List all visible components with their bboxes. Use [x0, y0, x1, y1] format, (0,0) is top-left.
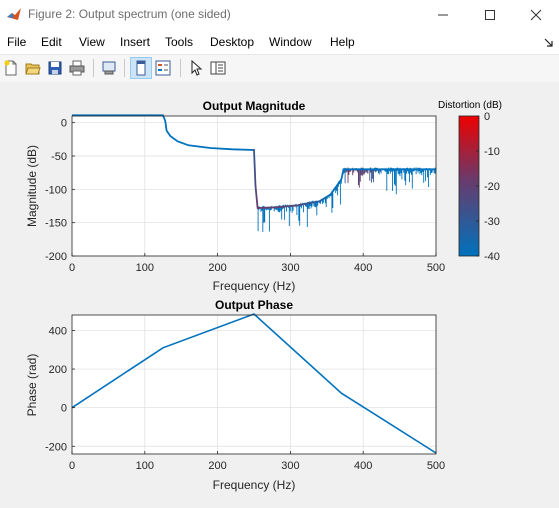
pointer-button[interactable] [186, 58, 206, 78]
property-editor-icon [210, 61, 226, 75]
phase-axes-box [71, 314, 437, 455]
new-figure-icon [4, 60, 17, 76]
minimize-icon [438, 14, 448, 16]
y-tick-label: -100 [45, 184, 67, 196]
x-tick-label: 0 [69, 460, 75, 472]
close-icon [530, 9, 542, 21]
y-tick-label: 0 [61, 118, 67, 130]
legend-button[interactable] [153, 58, 173, 78]
y-tick-label: -200 [45, 441, 67, 453]
x-tick-label: 100 [136, 262, 154, 274]
y-tick-label: -50 [51, 151, 67, 163]
phase-ylabel: Phase (rad) [25, 354, 39, 417]
undock-arrow-icon[interactable] [544, 38, 554, 48]
colorbar-tick-label: -40 [484, 251, 500, 263]
y-tick-label: 0 [61, 403, 67, 415]
phase-xlabel: Frequency (Hz) [213, 478, 296, 492]
legend-icon [155, 60, 171, 76]
property-editor-button[interactable] [208, 58, 228, 78]
dock-button[interactable] [130, 57, 152, 79]
title-bar: Figure 2: Output spectrum (one sided) [0, 0, 559, 30]
x-tick-label: 500 [427, 262, 445, 274]
print-preview-icon [102, 61, 116, 75]
open-file-icon [25, 63, 41, 75]
colorbar-tick-label: -20 [484, 181, 500, 193]
figure-canvas: 0 100 200 300 400 500 0-50-100-150-200 Output… [25, 99, 502, 492]
save-icon [48, 61, 62, 75]
phase-title: Output Phase [215, 298, 293, 312]
toolbar-separator [180, 59, 181, 77]
toolbar-separator [124, 59, 125, 77]
x-tick-label: 400 [354, 460, 372, 472]
save-button[interactable] [45, 58, 65, 78]
menu-window[interactable]: Window [269, 35, 312, 49]
x-tick-label: 200 [208, 460, 226, 472]
colorbar-ticks: 0 -10 -20 -30 -40 [476, 111, 500, 263]
magnitude-x-ticks: 0 100 200 300 400 500 [69, 253, 445, 274]
menu-edit[interactable]: Edit [41, 35, 62, 49]
print-icon [69, 60, 85, 76]
magnitude-axes-box [71, 115, 437, 257]
magnitude-xlabel: Frequency (Hz) [213, 279, 296, 293]
print-button[interactable] [67, 58, 87, 78]
colorbar-label: Distortion (dB) [438, 100, 502, 111]
x-tick-label: 200 [208, 262, 226, 274]
pointer-icon [191, 60, 203, 76]
phase-series-line [71, 313, 437, 454]
magnitude-ylabel: Magnitude (dB) [25, 145, 39, 227]
phase-x-ticks: 0 100 200 300 400 500 [69, 451, 445, 472]
y-tick-label: -200 [45, 251, 67, 263]
minimize-button[interactable] [420, 0, 466, 30]
magnitude-title: Output Magnitude [203, 99, 306, 113]
menu-insert[interactable]: Insert [120, 35, 151, 49]
maximize-icon [485, 10, 495, 20]
colorbar-tick-label: 0 [484, 111, 490, 123]
close-button[interactable] [513, 0, 559, 30]
phase-axes-bg [72, 315, 436, 454]
magnitude-plot[interactable]: 0 100 200 300 400 500 0 -50 -100 -150 -200 Output… [25, 99, 445, 293]
matlab-icon [7, 8, 21, 20]
menu-help[interactable]: Help [330, 35, 355, 49]
figure-area: 0 100 200 300 400 500 0 -50 -100 -150 -200 Output… [0, 82, 559, 503]
phase-y-ticks: 400 200 0 -200 [45, 325, 75, 453]
menu-bar: File Edit View Insert Tools Desktop Wind… [0, 30, 559, 54]
x-tick-label: 400 [354, 262, 372, 274]
x-tick-label: 100 [136, 460, 154, 472]
distortion-colorbar[interactable]: Distortion (dB) 0 -10 -20 -30 -40 [438, 100, 502, 263]
menu-tools[interactable]: Tools [165, 35, 194, 49]
x-tick-label: 300 [281, 262, 299, 274]
x-tick-label: 500 [427, 460, 445, 472]
colorbar-tick-label: -30 [484, 216, 500, 228]
magnitude-series-line [72, 114, 436, 209]
menu-desktop[interactable]: Desktop [210, 35, 255, 49]
menu-file[interactable]: File [7, 35, 27, 49]
y-tick-label: -150 [45, 218, 67, 230]
maximize-button[interactable] [467, 0, 513, 30]
dock-icon [136, 60, 146, 76]
magnitude-y-ticks: 0 -50 -100 -150 -200 [45, 118, 75, 263]
y-tick-label: 200 [49, 364, 67, 376]
window-title: Figure 2: Output spectrum (one sided) [28, 7, 231, 21]
open-file-button[interactable] [23, 58, 43, 78]
x-tick-label: 300 [281, 460, 299, 472]
new-figure-button[interactable] [1, 58, 21, 78]
colorbar-tick-label: -10 [484, 146, 500, 158]
magnitude-axes-bg [72, 116, 436, 256]
toolbar [0, 54, 559, 83]
y-tick-label: 400 [49, 325, 67, 337]
menu-view[interactable]: View [79, 35, 105, 49]
toolbar-separator [93, 59, 94, 77]
print-preview-button[interactable] [99, 58, 119, 78]
x-tick-label: 0 [69, 262, 75, 274]
